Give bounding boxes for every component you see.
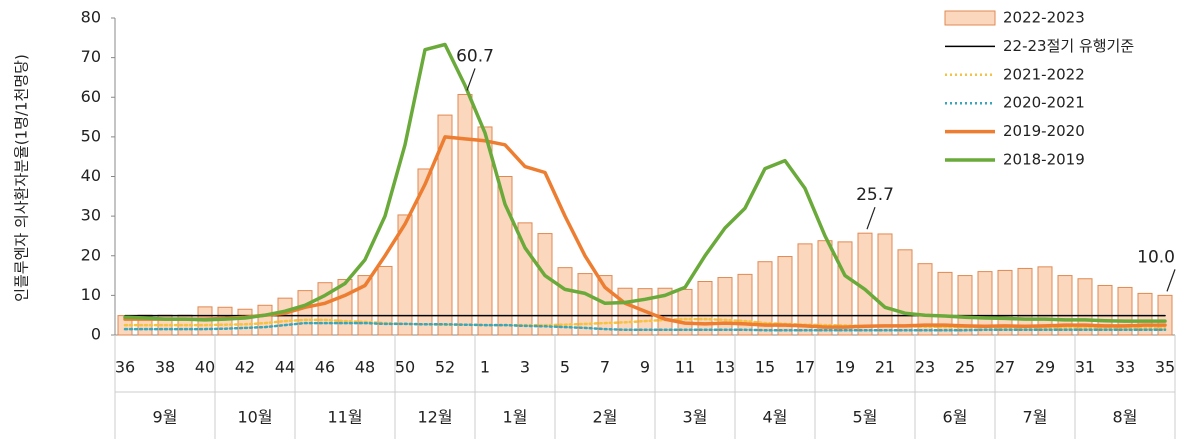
callout-line (466, 68, 476, 91)
x-tick-label: 35 (1155, 358, 1175, 377)
bar (877, 233, 893, 336)
x-tick-label: 38 (155, 358, 175, 377)
month-label: 8월 (1113, 408, 1138, 427)
month-label: 4월 (763, 408, 788, 427)
series-line (123, 42, 1167, 323)
month-label: 6월 (943, 408, 968, 427)
callout-line (1166, 269, 1176, 292)
x-tick-label: 23 (915, 358, 935, 377)
y-tick-label: 60 (81, 87, 101, 106)
legend-label: 2020-2021 (1003, 94, 1085, 112)
value-label: 60.7 (456, 46, 494, 66)
bar (957, 275, 973, 336)
bar (497, 176, 513, 336)
x-tick-label: 42 (235, 358, 255, 377)
x-tick-label: 17 (795, 358, 815, 377)
bar (437, 114, 453, 336)
month-label: 10월 (237, 408, 272, 427)
month-label: 11월 (327, 408, 362, 427)
x-tick-label: 50 (395, 358, 415, 377)
month-label: 12월 (417, 408, 452, 427)
month-label: 5월 (853, 408, 878, 427)
x-tick-label: 11 (675, 358, 695, 377)
x-tick-label: 21 (875, 358, 895, 377)
y-axis-label: 인플루엔자 의사환자분율(1명/1천명당) (13, 54, 31, 302)
series-line (123, 321, 1167, 332)
x-tick-label: 46 (315, 358, 335, 377)
legend-label: 2019-2020 (1003, 122, 1085, 140)
bar (1097, 284, 1113, 336)
y-tick-label: 20 (81, 245, 101, 264)
x-tick-label: 25 (955, 358, 975, 377)
month-label: 7월 (1023, 408, 1048, 427)
x-tick-label: 44 (275, 358, 295, 377)
x-tick-label: 29 (1035, 358, 1055, 377)
legend-label: 2018-2019 (1003, 151, 1085, 169)
x-tick-label: 31 (1075, 358, 1095, 377)
y-tick-label: 50 (81, 126, 101, 145)
legend-label: 2022-2023 (1003, 9, 1085, 27)
value-label: 25.7 (856, 185, 894, 205)
y-tick-label: 10 (81, 285, 101, 304)
bar (297, 290, 313, 336)
bar (217, 306, 233, 336)
bar (1117, 286, 1133, 336)
bar (917, 263, 933, 336)
x-tick-label: 15 (755, 358, 775, 377)
bar (457, 93, 473, 336)
value-label: 10.0 (1137, 247, 1175, 267)
x-tick-label: 27 (995, 358, 1015, 377)
bar (377, 265, 393, 336)
month-label: 1월 (503, 408, 528, 427)
bar (557, 267, 573, 336)
bar (757, 261, 773, 336)
callout-line (866, 206, 876, 230)
bar (837, 241, 853, 336)
bar (817, 240, 833, 336)
bar (717, 277, 733, 336)
y-tick-label: 80 (81, 8, 101, 27)
bar (277, 297, 293, 336)
x-tick-label: 52 (435, 358, 455, 377)
month-label: 9월 (153, 408, 178, 427)
bar (797, 243, 813, 336)
bar (897, 249, 913, 336)
legend-swatch (944, 10, 996, 26)
x-tick-label: 33 (1115, 358, 1135, 377)
x-tick-label: 1 (480, 358, 490, 377)
x-tick-label: 48 (355, 358, 375, 377)
bar (417, 168, 433, 336)
y-tick-label: 0 (91, 325, 101, 344)
x-tick-label: 7 (600, 358, 610, 377)
y-tick-label: 40 (81, 166, 101, 185)
bar (937, 271, 953, 336)
bar (357, 275, 373, 336)
legend-label: 2021-2022 (1003, 65, 1085, 83)
bar (477, 126, 493, 336)
x-tick-label: 19 (835, 358, 855, 377)
bar (577, 273, 593, 336)
bar (237, 308, 253, 336)
y-tick-label: 70 (81, 47, 101, 66)
x-tick-label: 5 (560, 358, 570, 377)
x-tick-label: 9 (640, 358, 650, 377)
x-tick-label: 40 (195, 358, 215, 377)
x-tick-label: 13 (715, 358, 735, 377)
x-tick-label: 3 (520, 358, 530, 377)
y-tick-label: 30 (81, 206, 101, 225)
bar (657, 287, 673, 336)
bar (617, 287, 633, 336)
bar (677, 288, 693, 336)
bar (397, 214, 413, 336)
month-label: 2월 (593, 408, 618, 427)
legend-label: 22-23절기 유행기준 (1003, 37, 1134, 55)
month-label: 3월 (683, 408, 708, 427)
bar (537, 233, 553, 336)
x-tick-label: 36 (115, 358, 135, 377)
bar (257, 304, 273, 336)
bar (697, 281, 713, 336)
series-line (123, 135, 1167, 329)
